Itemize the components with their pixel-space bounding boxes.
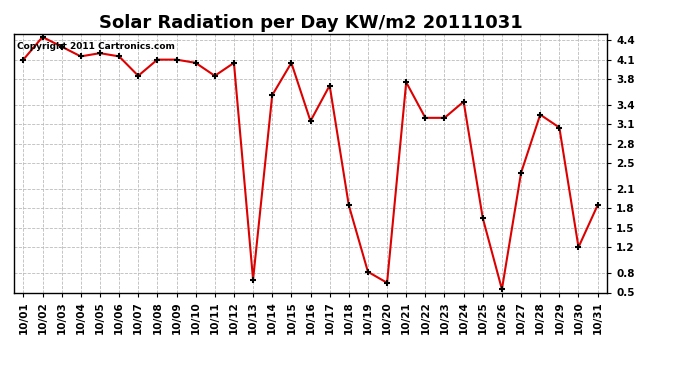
Title: Solar Radiation per Day KW/m2 20111031: Solar Radiation per Day KW/m2 20111031 bbox=[99, 14, 522, 32]
Text: Copyright 2011 Cartronics.com: Copyright 2011 Cartronics.com bbox=[17, 42, 175, 51]
